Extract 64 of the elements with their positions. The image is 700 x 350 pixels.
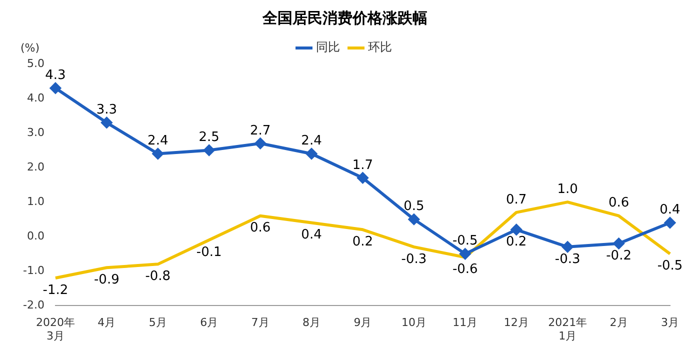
- data-label: -0.1: [196, 244, 222, 260]
- point: [357, 172, 368, 184]
- point: [254, 138, 266, 149]
- point: [510, 224, 522, 236]
- x-tick-label: 3月: [661, 316, 679, 330]
- x-tick-label: 2月: [610, 316, 628, 330]
- legend-label: 同比: [316, 40, 340, 54]
- point: [664, 217, 676, 228]
- point: [460, 248, 471, 260]
- x-tick-label: 7月: [251, 316, 270, 330]
- data-label: -0.5: [657, 258, 683, 274]
- y-tick-label: 1.0: [26, 194, 44, 208]
- data-label: 2.7: [250, 123, 271, 138]
- x-tick-label: 5月: [148, 316, 167, 330]
- data-label: 0.5: [404, 199, 424, 214]
- y-tick-label: 3.0: [26, 126, 44, 139]
- point: [408, 214, 420, 225]
- y-axis-title: (%): [20, 41, 40, 54]
- x-tick-label: 9月: [354, 316, 372, 330]
- point: [613, 238, 624, 249]
- data-label: 0.2: [506, 234, 527, 250]
- x-tick-label: 2021年 1月: [548, 316, 588, 342]
- point: [562, 241, 574, 252]
- x-tick-label: 12月: [504, 316, 529, 330]
- x-tick-label: 2020年 3月: [36, 316, 75, 342]
- data-label: 0.6: [608, 196, 630, 211]
- data-label: -0.6: [452, 262, 478, 278]
- point: [50, 82, 61, 94]
- data-label: -0.8: [145, 269, 171, 284]
- point: [101, 117, 112, 128]
- data-label: 0.4: [660, 202, 680, 218]
- data-label: 3.3: [96, 102, 118, 118]
- data-label: 0.7: [506, 192, 527, 208]
- data-label: -0.2: [606, 248, 632, 264]
- data-label: -0.5: [452, 234, 478, 249]
- x-tick-label: 6月: [200, 316, 218, 330]
- data-label: 1.0: [557, 182, 578, 197]
- chart-title: 全国居民消费价格涨跌幅: [262, 8, 428, 27]
- y-tick-label: 4.0: [26, 91, 44, 104]
- data-label: 0.2: [352, 234, 374, 250]
- data-label: 2.4: [148, 134, 168, 149]
- y-tick-label: 5.0: [26, 56, 44, 70]
- y-tick-label: 2.0: [26, 160, 44, 174]
- x-tick-label: 10月: [401, 316, 426, 330]
- point: [152, 148, 164, 160]
- data-label: 2.5: [198, 130, 220, 146]
- y-tick-label: 0.0: [26, 229, 44, 242]
- y-tick-label: -1.0: [22, 264, 44, 277]
- data-label: -0.3: [401, 252, 427, 267]
- data-label: -0.9: [94, 272, 120, 288]
- data-label: -1.2: [42, 282, 68, 298]
- data-label: 0.6: [250, 220, 271, 236]
- data-label: -0.3: [554, 252, 580, 267]
- point: [306, 148, 318, 160]
- data-label: 0.4: [301, 228, 322, 243]
- data-label: 1.7: [352, 158, 374, 173]
- x-tick-label: 4月: [98, 316, 116, 330]
- x-tick-label: 8月: [302, 316, 321, 330]
- legend-label: 环比: [368, 40, 392, 54]
- point: [204, 144, 215, 156]
- y-tick-label: -2.0: [22, 298, 44, 312]
- data-label: 2.4: [301, 134, 322, 149]
- data-label: 4.3: [45, 68, 66, 84]
- x-tick-label: 11月: [452, 316, 478, 330]
